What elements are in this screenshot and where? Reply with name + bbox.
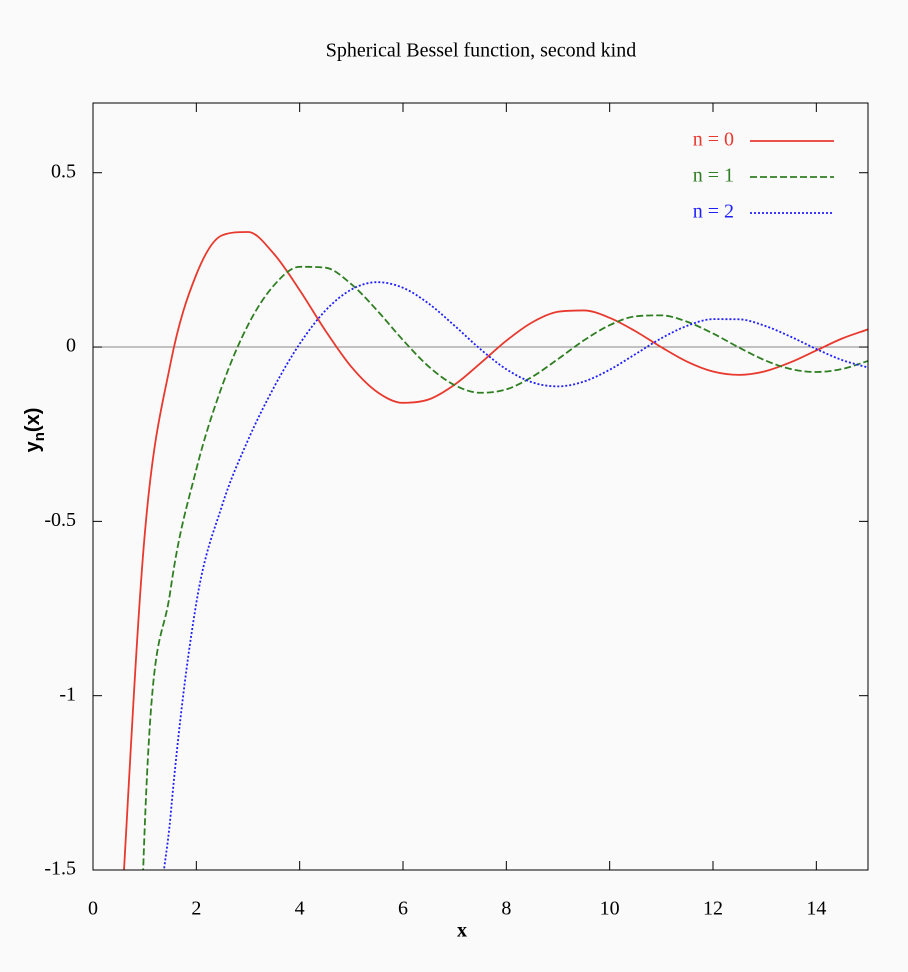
y-tick-label: 0 xyxy=(66,335,76,357)
x-tick-label: 10 xyxy=(600,898,620,920)
x-tick-label: 0 xyxy=(88,898,98,920)
x-tick-label: 4 xyxy=(295,898,305,920)
x-tick-label: 6 xyxy=(398,898,408,920)
y-axis-label-main: y xyxy=(22,440,44,452)
x-tick-label: 14 xyxy=(806,898,826,920)
legend-label: n = 0 xyxy=(693,129,734,151)
y-tick-label: 0.5 xyxy=(51,160,76,182)
series-line xyxy=(142,265,868,870)
legend-label: n = 1 xyxy=(693,165,734,187)
x-tick-label: 8 xyxy=(501,898,511,920)
series-line xyxy=(123,231,868,870)
y-axis-label-sub: n xyxy=(31,432,48,441)
y-tick-label: -1.5 xyxy=(44,858,76,880)
y-tick-label: -1 xyxy=(59,683,76,705)
y-axis-label-rest: (x) xyxy=(22,408,44,432)
plot-area xyxy=(93,231,868,870)
plot-frame xyxy=(92,102,869,871)
x-axis-label: x xyxy=(457,920,467,942)
legend-label: n = 2 xyxy=(693,201,734,223)
x-tick-label: 2 xyxy=(191,898,201,920)
y-axis-label: yn(x) xyxy=(22,408,48,453)
y-tick-label: -0.5 xyxy=(44,509,76,531)
x-tick-label: 12 xyxy=(703,898,723,920)
chart-title: Spherical Bessel function, second kind xyxy=(326,40,637,62)
